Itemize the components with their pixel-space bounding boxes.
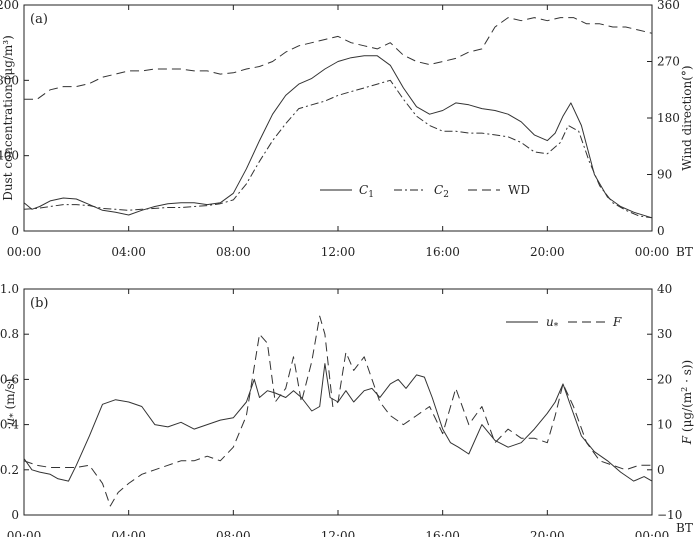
panel-a-ytick-left-label: 0 <box>11 224 19 238</box>
series-ustar-line <box>23 363 653 482</box>
panel-b-xtick-label: 00:00 <box>7 529 42 537</box>
panel-b-legend: u* F <box>506 315 622 332</box>
panel-a-ytick-right-label: 180 <box>657 111 680 125</box>
panel-b-xtick-label: 12:00 <box>321 529 356 537</box>
series-c1-line <box>23 55 653 219</box>
panel-b-ytick-left-label: 0.2 <box>0 463 19 477</box>
panel-a-ytick-right-label: 360 <box>657 0 680 12</box>
legend-ustar-label: u* <box>546 315 559 332</box>
panel-a-label: (a) <box>30 12 48 27</box>
panel-a-ytick-right-label: 270 <box>657 55 680 69</box>
chart-marks: 00:0004:0008:0012:0016:0020:0000:0004008… <box>0 0 682 537</box>
panel-b-ytick-left-label: 1.0 <box>0 282 19 296</box>
panel-b-xtick-label: 16:00 <box>425 529 460 537</box>
panel-a-x-unit: BT <box>676 245 693 259</box>
panel-a-xtick-label: 04:00 <box>111 245 146 259</box>
panel-a-frame <box>23 4 653 232</box>
panel-a-ytick-right-label: 90 <box>657 168 672 182</box>
panel-b-ytick-left-label: 0.6 <box>0 372 19 386</box>
panel-a-xtick-label: 12:00 <box>321 245 356 259</box>
panel-b-ytick-left-label: 0.4 <box>0 418 19 432</box>
panel-b-ytick-right-label: 20 <box>657 372 672 386</box>
panel-a-ylabel-right: Wind direction(°) <box>680 65 694 170</box>
panel-a-xtick-label: 20:00 <box>530 245 565 259</box>
panel-a-ytick-left-label: 1200 <box>0 0 19 12</box>
panel-b-ytick-right-label: 30 <box>657 327 672 341</box>
panel-b-ytick-right-label: 40 <box>657 282 672 296</box>
panel-a-ytick-left-label: 800 <box>0 73 19 87</box>
panel-b-ylabel-left: u* (m/s) <box>3 379 19 426</box>
panel-a-legend: C1 C2 WD <box>320 183 530 200</box>
panel-b-xtick-label: 08:00 <box>216 529 251 537</box>
panel-a-ylabel-left: Dust concentration (μg/m³) <box>1 35 15 201</box>
panel-b-label: (b) <box>30 296 48 311</box>
panel-a-xtick-label: 08:00 <box>216 245 251 259</box>
panel-b-xtick-label: 00:00 <box>635 529 670 537</box>
series-c2-line <box>23 79 653 219</box>
panel-a-ytick-right-label: 0 <box>657 224 665 238</box>
panel-b-xtick-label: 20:00 <box>530 529 565 537</box>
legend-c1-label: C1 <box>359 183 374 200</box>
panel-b-xtick-label: 04:00 <box>111 529 146 537</box>
panel-b-ytick-right-label: 10 <box>657 418 672 432</box>
panel-a-ytick-left-label: 400 <box>0 149 19 163</box>
legend-f-label: F <box>612 315 622 329</box>
panel-a-xtick-label: 00:00 <box>635 245 670 259</box>
legend-wd-label: WD <box>508 183 530 197</box>
panel-b-ytick-right-label: −10 <box>657 508 682 522</box>
panel-b-ytick-right-label: 0 <box>657 463 665 477</box>
series-f-line <box>23 315 652 507</box>
panel-b-ytick-left-label: 0 <box>11 508 19 522</box>
panel-b-x-unit: BT <box>676 521 693 535</box>
series-wd-line <box>24 17 653 100</box>
panel-a-xtick-label: 16:00 <box>425 245 460 259</box>
legend-c2-label: C2 <box>434 183 449 200</box>
panel-b-ytick-left-label: 0.8 <box>0 327 19 341</box>
panel-a-xtick-label: 00:00 <box>7 245 42 259</box>
panel-b-ylabel-right: F (μg/(m2 · s)) <box>680 360 694 445</box>
